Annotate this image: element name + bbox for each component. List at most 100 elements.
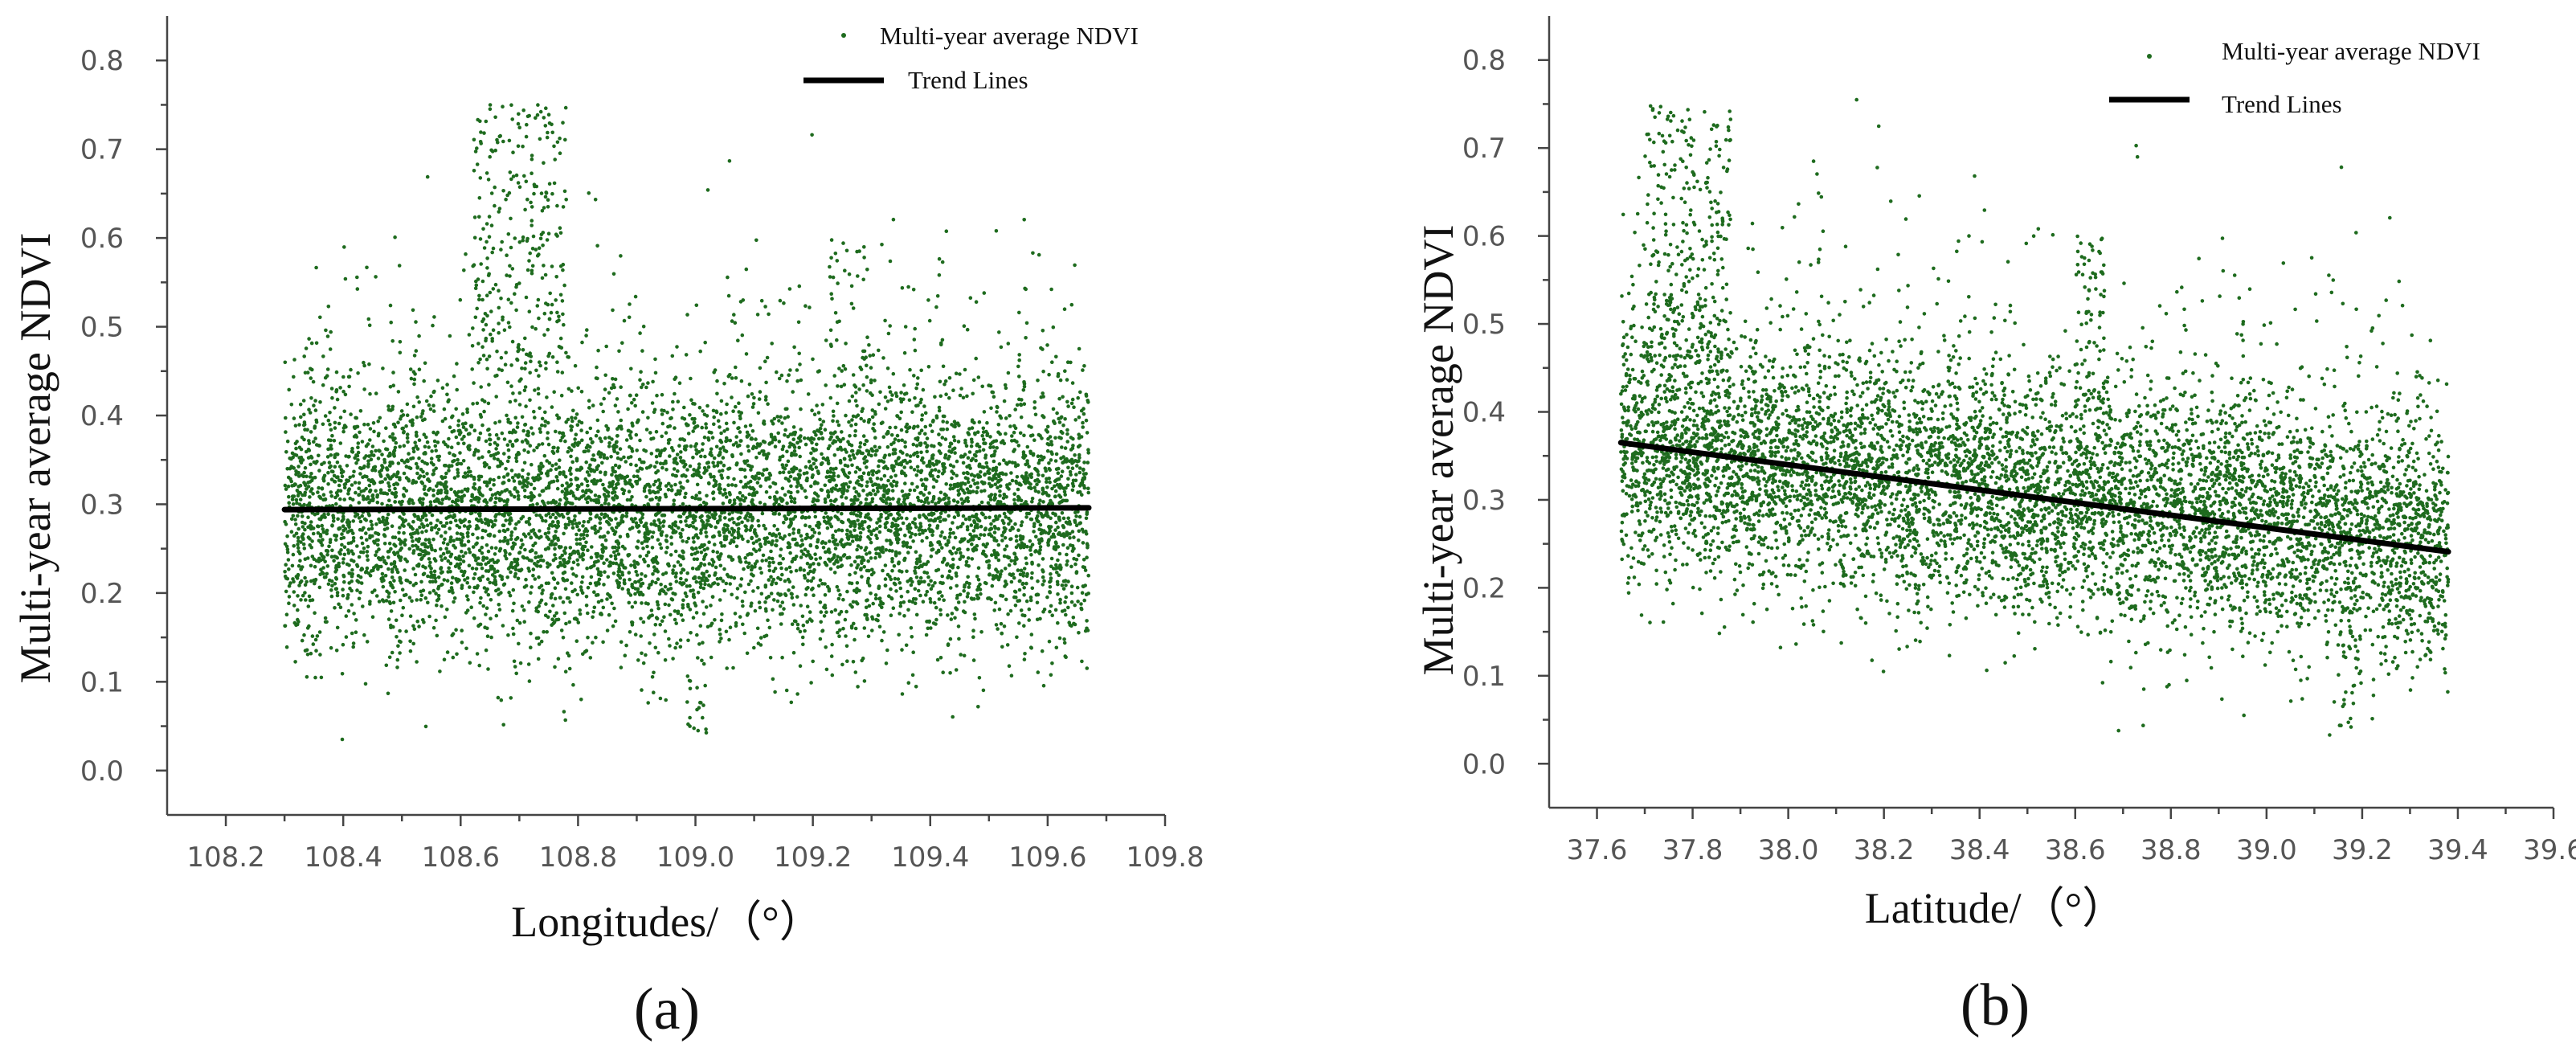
data-point	[348, 475, 353, 480]
data-point	[1070, 381, 1075, 385]
data-point	[888, 538, 892, 542]
data-point	[523, 422, 528, 427]
data-point	[539, 534, 543, 539]
data-point	[925, 436, 930, 440]
data-point	[626, 407, 630, 411]
data-point	[1032, 406, 1037, 410]
data-point	[1077, 470, 1082, 475]
data-point	[818, 637, 823, 641]
data-point	[469, 498, 473, 503]
data-point	[937, 405, 942, 410]
data-point	[502, 475, 506, 479]
data-point	[520, 604, 525, 608]
data-point	[386, 591, 391, 596]
data-point	[343, 276, 348, 281]
data-point	[961, 522, 965, 526]
data-point	[954, 571, 959, 575]
data-point	[435, 379, 440, 383]
data-point	[510, 339, 515, 344]
data-point	[885, 399, 890, 403]
data-point	[400, 587, 405, 592]
data-point	[329, 494, 334, 498]
data-point	[591, 641, 595, 645]
data-point	[1008, 572, 1012, 576]
data-point	[474, 526, 479, 531]
data-point	[952, 498, 956, 503]
data-point	[309, 376, 313, 380]
data-point	[452, 514, 456, 518]
data-point	[719, 399, 724, 403]
data-point	[879, 459, 884, 463]
data-point	[853, 486, 857, 490]
data-point	[1063, 369, 1067, 374]
data-point	[615, 397, 619, 401]
data-point	[1061, 395, 1065, 399]
data-point	[695, 482, 700, 487]
chart-panel-a: 108.2 108.4 108.6 108.8 109.0 109.2 109.4 109.6…	[11, 16, 1204, 1042]
data-point	[286, 475, 291, 480]
data-point	[562, 549, 566, 553]
data-point	[655, 448, 659, 452]
data-point	[565, 596, 570, 600]
data-point	[527, 517, 532, 521]
data-point	[870, 469, 874, 473]
data-point	[972, 612, 977, 616]
data-point	[948, 527, 953, 532]
data-point	[405, 559, 410, 563]
data-point	[763, 600, 767, 604]
data-point	[614, 517, 618, 521]
data-point	[986, 501, 991, 506]
data-point	[351, 641, 356, 645]
data-point	[895, 414, 900, 419]
data-point	[464, 252, 468, 256]
data-point	[1041, 395, 1045, 399]
data-point	[803, 436, 807, 440]
data-point	[415, 395, 419, 399]
data-point	[899, 595, 904, 599]
data-point	[599, 512, 604, 516]
data-point	[1045, 480, 1049, 484]
data-point	[1069, 473, 1073, 477]
data-point	[802, 568, 806, 572]
data-point	[947, 444, 952, 449]
data-point	[600, 555, 604, 559]
data-point	[967, 517, 971, 522]
data-point	[322, 575, 327, 579]
data-point	[584, 460, 588, 465]
data-point	[607, 501, 611, 506]
data-point	[764, 609, 768, 613]
data-point	[671, 399, 675, 404]
data-point	[559, 628, 564, 632]
data-point	[784, 688, 789, 693]
data-point	[303, 527, 307, 532]
data-point	[407, 596, 412, 600]
data-point	[767, 556, 771, 560]
data-point	[707, 481, 711, 485]
data-point	[799, 378, 803, 383]
data-point	[899, 391, 903, 395]
data-point	[819, 431, 824, 435]
data-point	[411, 641, 415, 646]
data-point	[675, 345, 679, 349]
data-point	[1030, 497, 1035, 501]
data-point	[575, 592, 579, 597]
data-point	[702, 548, 707, 552]
data-point	[642, 448, 646, 452]
data-point	[398, 350, 403, 355]
data-point	[313, 637, 318, 642]
data-point	[789, 499, 794, 504]
data-point	[519, 517, 523, 521]
data-point	[673, 575, 678, 579]
data-point	[1008, 608, 1013, 613]
data-point	[957, 637, 961, 641]
data-point	[717, 530, 722, 534]
data-point	[861, 383, 865, 387]
data-point	[910, 673, 915, 678]
data-point	[978, 474, 983, 479]
data-point	[428, 521, 433, 526]
data-point	[889, 398, 893, 402]
data-point	[700, 448, 705, 452]
data-point	[341, 587, 345, 592]
data-point	[644, 553, 649, 558]
data-point	[823, 582, 827, 586]
